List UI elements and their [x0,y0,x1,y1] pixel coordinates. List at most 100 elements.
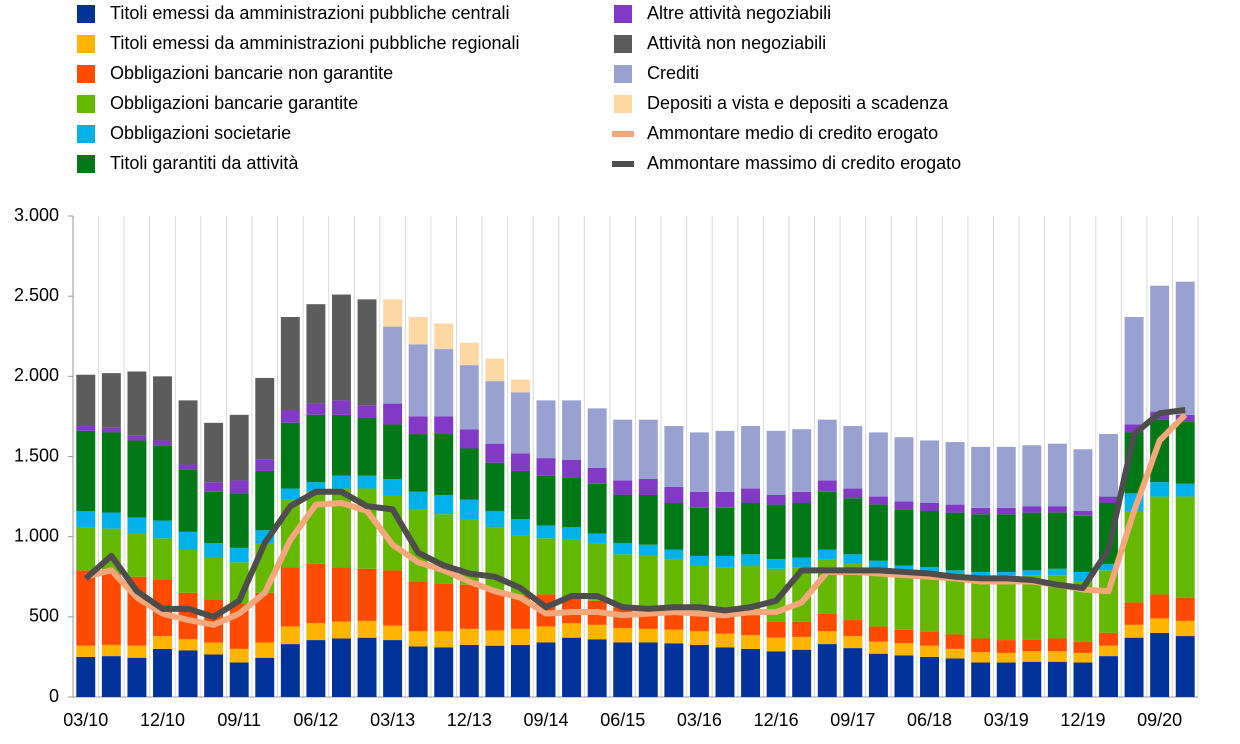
bar-segment [510,379,530,393]
bar-segment [664,643,684,697]
bar-segment [76,511,96,528]
bar-segment [357,620,377,638]
bar-segment [894,565,914,571]
bar-segment [638,544,658,556]
bar-segment [408,317,428,345]
bar-segment [715,613,735,634]
bar-segment [792,502,812,558]
bar-segment [715,647,735,697]
bar-segment [1175,636,1195,697]
bar-segment [1047,661,1067,697]
bar-segment [127,657,147,697]
bar-segment [792,567,812,622]
bar-segment [868,653,888,697]
bar-segment [485,358,505,382]
bar-segment [613,554,633,608]
bar-segment [766,559,786,569]
bar-segment [434,416,454,435]
bar-segment [996,507,1016,515]
bar-segment [817,480,837,492]
bar-segment [255,657,275,697]
bar-segment [1047,443,1067,507]
bar-segment [945,634,965,649]
bar-segment [971,571,991,576]
bar-segment [101,644,121,657]
bar-segment [817,644,837,697]
bar-segment [510,535,530,596]
legend-label: Crediti [647,63,699,83]
x-tick-label: 09/14 [523,710,568,730]
bar-segment [920,571,939,632]
y-tick-label: 500 [29,606,59,626]
bar-segment [101,573,121,645]
bar-segment [1047,568,1067,576]
bar-segment [408,416,428,435]
bar-segment [408,434,428,492]
bar-segment [971,652,991,663]
bar-segment [971,662,991,697]
bar-segment [1124,624,1144,638]
bar-segment [1150,285,1170,412]
bar-segment [485,443,505,463]
bar-segment [280,410,300,423]
bar-segment [766,621,786,638]
bar-segment [766,504,786,560]
y-tick-label: 1.000 [14,525,59,545]
bar-segment [996,514,1016,572]
bar-segment [766,637,786,652]
bar-segment [204,422,224,483]
bar-segment [894,643,914,656]
bar-segment [1073,581,1093,642]
bar-segment [894,501,914,510]
x-tick-label: 12/13 [447,710,492,730]
bar-segment [638,555,658,609]
bar-segment [536,400,556,459]
legend-swatch [614,35,632,53]
bar-segment [638,478,658,495]
bar-segment [127,533,147,577]
bar-segment [945,442,965,505]
bar-segment [868,641,888,654]
bar-segment [689,631,709,645]
bar-segment [332,294,351,401]
bar-segment [204,482,224,492]
bar-segment [408,344,428,417]
bar-segment [408,646,428,697]
bar-segment [894,629,914,644]
bar-segment [792,429,812,492]
bar-segment [945,648,965,659]
bar-segment [587,467,607,484]
bar-segment [153,636,172,649]
bar-segment [1047,638,1067,652]
bar-segment [255,459,275,471]
bar-segment [510,628,530,645]
bar-segment [510,453,530,471]
bar-segment [1022,575,1042,640]
bar-segment [766,494,786,505]
bar-segment [868,626,888,642]
bar-segment [332,400,351,415]
legend-label: Altre attività negoziabili [647,3,831,23]
bar-segment [1073,571,1093,582]
bar-segment [587,533,607,544]
bar-segment [562,637,582,697]
bar-segment [945,512,965,571]
bar-segment [459,365,479,430]
bar-segment [1047,575,1067,639]
bar-segment [920,656,939,697]
line-series [85,412,1188,628]
bar-segment [613,480,633,495]
bar-segment [357,299,377,406]
legend-swatch [77,35,95,53]
bar-segment [127,517,147,534]
y-tick-label: 2.000 [14,365,59,385]
bar-segment [996,446,1016,508]
x-tick-label: 09/20 [1137,710,1182,730]
bar-segment [76,527,96,571]
bar-segment [868,568,888,627]
bar-segment [204,491,224,544]
bar-segment [255,592,275,643]
bar-segment [1150,594,1170,619]
bar-segment [689,432,709,492]
x-tick-label: 12/19 [1060,710,1105,730]
